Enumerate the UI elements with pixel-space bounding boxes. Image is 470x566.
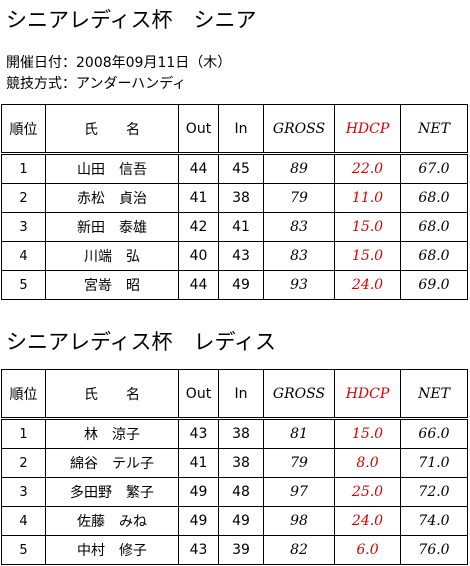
title: シニアレディス杯 レディス <box>6 330 277 354</box>
column-header: NET <box>400 369 468 420</box>
column-header: In <box>218 104 264 155</box>
results-table: 順位氏 名 Out In GROSS HDCP NET 1 山田 信吾 44 45 89 22.0 67… <box>1 104 468 300</box>
cell: 79 <box>263 448 335 478</box>
column-header: HDCP <box>334 104 401 155</box>
cell: 89 <box>263 153 335 184</box>
cell: 22.0 <box>334 153 401 184</box>
column-header: GROSS <box>263 369 335 420</box>
cell: 5 <box>1 270 46 300</box>
cell: 8.0 <box>334 448 401 478</box>
date: 開催日付：2008年09月11日（木） <box>6 55 232 71</box>
cell: 2 <box>1 448 46 478</box>
cell: 綿谷 テル子 <box>45 448 179 478</box>
cell: 69.0 <box>400 270 468 300</box>
cell: 82 <box>263 535 335 565</box>
cell: 25.0 <box>334 477 401 507</box>
cell: 6.0 <box>334 535 401 565</box>
cell: 49 <box>218 270 264 300</box>
cell: 15.0 <box>334 212 401 242</box>
cell: 38 <box>218 448 264 478</box>
cell: 68.0 <box>400 212 468 242</box>
column-header: 氏 名 <box>45 369 179 420</box>
cell: 93 <box>263 270 335 300</box>
cell: 3 <box>1 212 46 242</box>
cell: 39 <box>218 535 264 565</box>
column-header: GROSS <box>263 104 335 155</box>
cell: 中村 修子 <box>45 535 179 565</box>
column-header: HDCP <box>334 369 401 420</box>
cell: 1 <box>1 418 46 449</box>
cell: 38 <box>218 183 264 213</box>
cell: 68.0 <box>400 183 468 213</box>
cell: 24.0 <box>334 506 401 536</box>
column-header: In <box>218 369 264 420</box>
cell: 83 <box>263 241 335 271</box>
column-header: 順位 <box>1 104 46 155</box>
cell: 3 <box>1 477 46 507</box>
cell: 40 <box>178 241 219 271</box>
cell: 49 <box>178 506 219 536</box>
cell: 5 <box>1 535 46 565</box>
cell: 76.0 <box>400 535 468 565</box>
cell: 83 <box>263 212 335 242</box>
column-header: 順位 <box>1 369 46 420</box>
cell: 24.0 <box>334 270 401 300</box>
title: シニアレディス杯 シニア <box>6 8 257 32</box>
cell: 15.0 <box>334 241 401 271</box>
cell: 山田 信吾 <box>45 153 179 184</box>
cell: 41 <box>218 212 264 242</box>
cell: 赤松 貞治 <box>45 183 179 213</box>
results-table: 順位氏 名 Out In GROSS HDCP NET 1 林 涼子 43 38 81 15.0 66.… <box>1 369 468 565</box>
cell: 44 <box>178 270 219 300</box>
cell: 44 <box>178 153 219 184</box>
column-header: Out <box>178 369 219 420</box>
cell: 林 涼子 <box>45 418 179 449</box>
cell: 48 <box>218 477 264 507</box>
cell: 49 <box>218 506 264 536</box>
cell: 43 <box>178 535 219 565</box>
cell: 38 <box>218 418 264 449</box>
cell: 68.0 <box>400 241 468 271</box>
cell: 42 <box>178 212 219 242</box>
cell: 67.0 <box>400 153 468 184</box>
cell: 新田 泰雄 <box>45 212 179 242</box>
format: 競技方式：アンダーハンディ <box>6 76 187 92</box>
cell: 15.0 <box>334 418 401 449</box>
cell: 11.0 <box>334 183 401 213</box>
cell: 佐藤 みね <box>45 506 179 536</box>
cell: 98 <box>263 506 335 536</box>
cell: 45 <box>218 153 264 184</box>
cell: 71.0 <box>400 448 468 478</box>
cell: 49 <box>178 477 219 507</box>
cell: 81 <box>263 418 335 449</box>
cell: 72.0 <box>400 477 468 507</box>
cell: 4 <box>1 506 46 536</box>
cell: 43 <box>178 418 219 449</box>
column-header: Out <box>178 104 219 155</box>
cell: 79 <box>263 183 335 213</box>
cell: 97 <box>263 477 335 507</box>
column-header: 氏 名 <box>45 104 179 155</box>
cell: 41 <box>178 448 219 478</box>
cell: 74.0 <box>400 506 468 536</box>
cell: 多田野 繁子 <box>45 477 179 507</box>
cell: 1 <box>1 153 46 184</box>
cell: 川端 弘 <box>45 241 179 271</box>
cell: 43 <box>218 241 264 271</box>
cell: 66.0 <box>400 418 468 449</box>
cell: 41 <box>178 183 219 213</box>
cell: 4 <box>1 241 46 271</box>
column-header: NET <box>400 104 468 155</box>
cell: 2 <box>1 183 46 213</box>
cell: 宮嵜 昭 <box>45 270 179 300</box>
